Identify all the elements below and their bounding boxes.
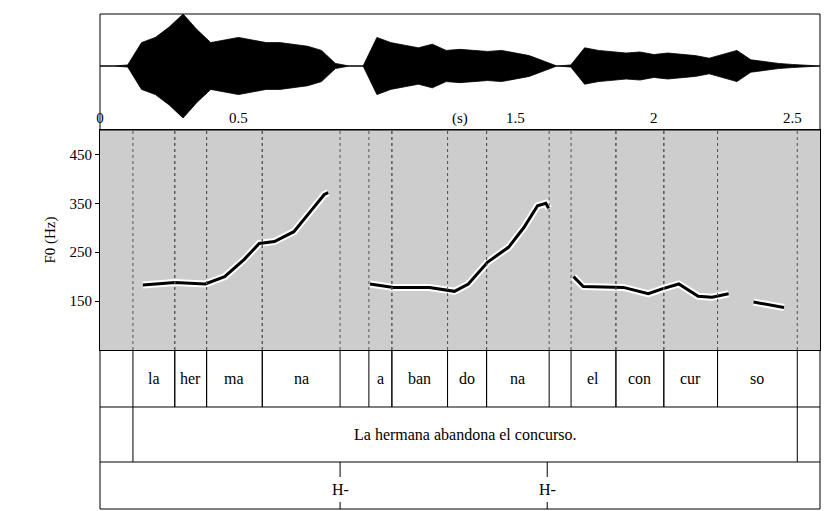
svg-text:la: la xyxy=(148,370,160,387)
svg-text:H-: H- xyxy=(332,481,349,498)
svg-text:el: el xyxy=(587,370,599,387)
svg-text:150: 150 xyxy=(70,293,93,309)
svg-text:F0 (Hz): F0 (Hz) xyxy=(42,216,59,263)
svg-text:na: na xyxy=(510,370,525,387)
svg-text:ban: ban xyxy=(408,370,431,387)
svg-text:0.5: 0.5 xyxy=(229,110,248,126)
svg-text:ma: ma xyxy=(224,370,244,387)
svg-text:2.5: 2.5 xyxy=(783,110,802,126)
svg-text:do: do xyxy=(459,370,475,387)
svg-text:(s): (s) xyxy=(452,110,468,127)
svg-text:a: a xyxy=(377,370,384,387)
svg-text:1.5: 1.5 xyxy=(506,110,525,126)
svg-text:La hermana abandona el concurs: La hermana abandona el concurso. xyxy=(354,426,577,443)
svg-text:0: 0 xyxy=(96,110,104,126)
svg-text:con: con xyxy=(628,370,651,387)
svg-text:2: 2 xyxy=(650,110,658,126)
svg-text:450: 450 xyxy=(70,147,93,163)
svg-text:her: her xyxy=(180,370,201,387)
svg-text:H-: H- xyxy=(539,481,556,498)
svg-text:250: 250 xyxy=(70,244,93,260)
svg-text:so: so xyxy=(750,370,764,387)
svg-text:na: na xyxy=(294,370,309,387)
svg-text:350: 350 xyxy=(70,196,93,212)
svg-text:cur: cur xyxy=(680,370,701,387)
